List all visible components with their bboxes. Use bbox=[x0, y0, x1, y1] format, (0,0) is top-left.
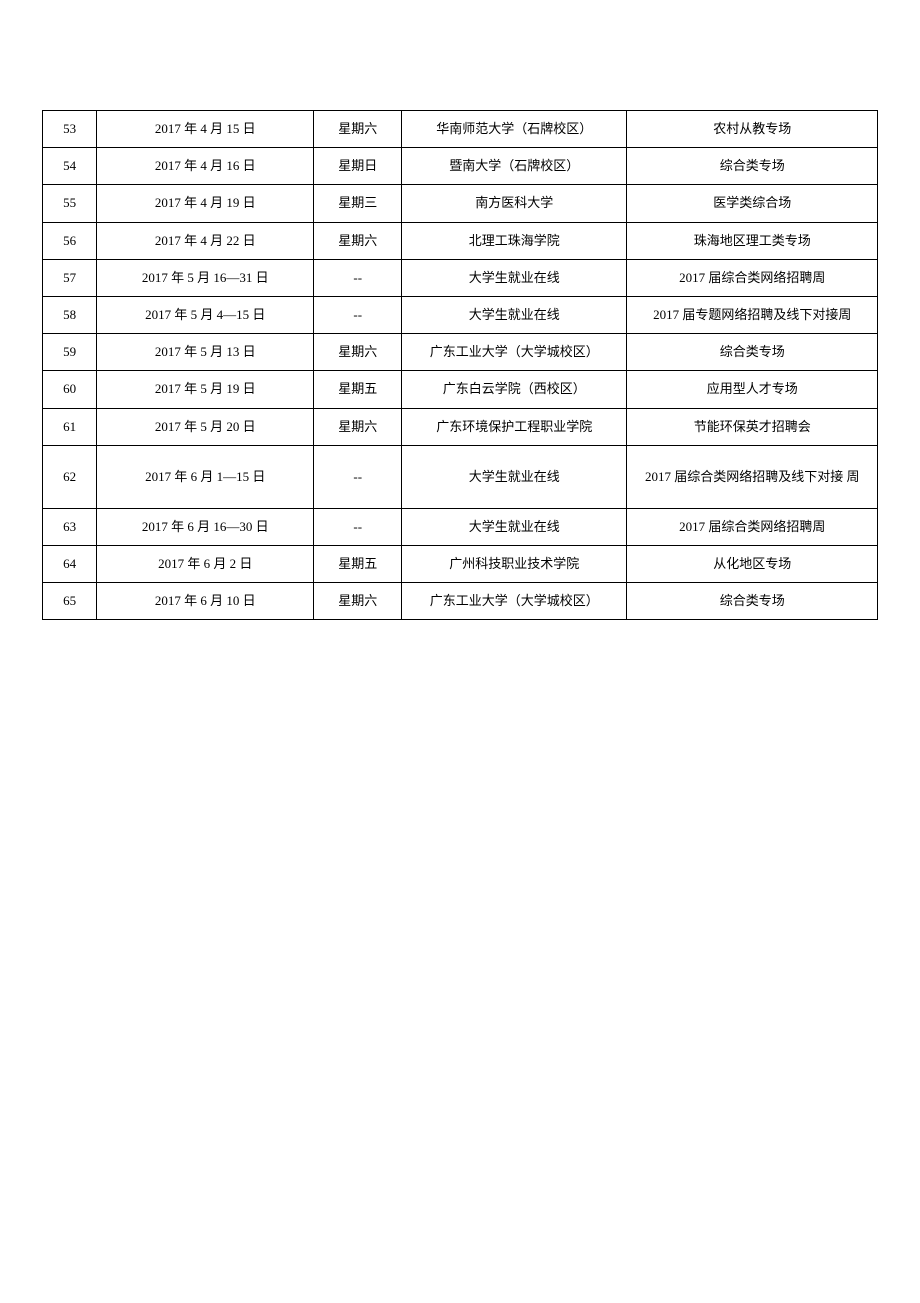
cell-date: 2017 年 5 月 20 日 bbox=[97, 408, 314, 445]
cell-location: 广东工业大学（大学城校区） bbox=[402, 334, 627, 371]
table-row: 542017 年 4 月 16 日星期日暨南大学（石牌校区）综合类专场 bbox=[43, 148, 878, 185]
cell-date: 2017 年 6 月 2 日 bbox=[97, 545, 314, 582]
cell-topic: 综合类专场 bbox=[627, 148, 878, 185]
cell-index: 62 bbox=[43, 445, 97, 508]
table-row: 572017 年 5 月 16—31 日--大学生就业在线2017 届综合类网络… bbox=[43, 259, 878, 296]
cell-day: 星期三 bbox=[314, 185, 402, 222]
cell-day: 星期六 bbox=[314, 111, 402, 148]
table-row: 592017 年 5 月 13 日星期六广东工业大学（大学城校区）综合类专场 bbox=[43, 334, 878, 371]
cell-location: 大学生就业在线 bbox=[402, 296, 627, 333]
table-row: 622017 年 6 月 1—15 日--大学生就业在线2017 届综合类网络招… bbox=[43, 445, 878, 508]
cell-date: 2017 年 4 月 19 日 bbox=[97, 185, 314, 222]
schedule-table: 532017 年 4 月 15 日星期六华南师范大学（石牌校区）农村从教专场54… bbox=[42, 110, 878, 620]
cell-topic: 综合类专场 bbox=[627, 334, 878, 371]
cell-location: 华南师范大学（石牌校区） bbox=[402, 111, 627, 148]
cell-location: 广东工业大学（大学城校区） bbox=[402, 583, 627, 620]
table-body: 532017 年 4 月 15 日星期六华南师范大学（石牌校区）农村从教专场54… bbox=[43, 111, 878, 620]
cell-index: 60 bbox=[43, 371, 97, 408]
cell-location: 暨南大学（石牌校区） bbox=[402, 148, 627, 185]
cell-topic: 农村从教专场 bbox=[627, 111, 878, 148]
cell-index: 53 bbox=[43, 111, 97, 148]
cell-date: 2017 年 5 月 4—15 日 bbox=[97, 296, 314, 333]
cell-location: 大学生就业在线 bbox=[402, 508, 627, 545]
cell-topic: 综合类专场 bbox=[627, 583, 878, 620]
cell-topic: 2017 届专题网络招聘及线下对接周 bbox=[627, 296, 878, 333]
cell-topic: 应用型人才专场 bbox=[627, 371, 878, 408]
cell-day: 星期六 bbox=[314, 583, 402, 620]
cell-day: -- bbox=[314, 445, 402, 508]
cell-location: 广东白云学院（西校区） bbox=[402, 371, 627, 408]
cell-date: 2017 年 4 月 16 日 bbox=[97, 148, 314, 185]
cell-location: 大学生就业在线 bbox=[402, 445, 627, 508]
cell-location: 北理工珠海学院 bbox=[402, 222, 627, 259]
cell-location: 广州科技职业技术学院 bbox=[402, 545, 627, 582]
cell-date: 2017 年 6 月 16—30 日 bbox=[97, 508, 314, 545]
cell-index: 61 bbox=[43, 408, 97, 445]
cell-date: 2017 年 5 月 16—31 日 bbox=[97, 259, 314, 296]
cell-index: 58 bbox=[43, 296, 97, 333]
cell-day: -- bbox=[314, 508, 402, 545]
cell-topic: 2017 届综合类网络招聘周 bbox=[627, 259, 878, 296]
cell-day: -- bbox=[314, 259, 402, 296]
cell-day: 星期六 bbox=[314, 334, 402, 371]
table-row: 632017 年 6 月 16—30 日--大学生就业在线2017 届综合类网络… bbox=[43, 508, 878, 545]
cell-day: 星期五 bbox=[314, 545, 402, 582]
table-row: 582017 年 5 月 4—15 日--大学生就业在线2017 届专题网络招聘… bbox=[43, 296, 878, 333]
cell-date: 2017 年 4 月 22 日 bbox=[97, 222, 314, 259]
cell-index: 63 bbox=[43, 508, 97, 545]
cell-location: 南方医科大学 bbox=[402, 185, 627, 222]
cell-index: 55 bbox=[43, 185, 97, 222]
cell-index: 65 bbox=[43, 583, 97, 620]
cell-index: 59 bbox=[43, 334, 97, 371]
cell-date: 2017 年 6 月 10 日 bbox=[97, 583, 314, 620]
table-row: 552017 年 4 月 19 日星期三南方医科大学医学类综合场 bbox=[43, 185, 878, 222]
cell-day: -- bbox=[314, 296, 402, 333]
cell-day: 星期日 bbox=[314, 148, 402, 185]
cell-index: 56 bbox=[43, 222, 97, 259]
cell-date: 2017 年 5 月 19 日 bbox=[97, 371, 314, 408]
table-row: 602017 年 5 月 19 日星期五广东白云学院（西校区）应用型人才专场 bbox=[43, 371, 878, 408]
cell-index: 57 bbox=[43, 259, 97, 296]
cell-topic: 医学类综合场 bbox=[627, 185, 878, 222]
cell-index: 64 bbox=[43, 545, 97, 582]
cell-topic: 从化地区专场 bbox=[627, 545, 878, 582]
table-row: 652017 年 6 月 10 日星期六广东工业大学（大学城校区）综合类专场 bbox=[43, 583, 878, 620]
cell-day: 星期六 bbox=[314, 222, 402, 259]
cell-topic: 珠海地区理工类专场 bbox=[627, 222, 878, 259]
table-row: 642017 年 6 月 2 日星期五广州科技职业技术学院从化地区专场 bbox=[43, 545, 878, 582]
cell-date: 2017 年 4 月 15 日 bbox=[97, 111, 314, 148]
page-container: 532017 年 4 月 15 日星期六华南师范大学（石牌校区）农村从教专场54… bbox=[0, 0, 920, 620]
cell-index: 54 bbox=[43, 148, 97, 185]
table-row: 532017 年 4 月 15 日星期六华南师范大学（石牌校区）农村从教专场 bbox=[43, 111, 878, 148]
cell-day: 星期六 bbox=[314, 408, 402, 445]
table-row: 612017 年 5 月 20 日星期六广东环境保护工程职业学院节能环保英才招聘… bbox=[43, 408, 878, 445]
cell-location: 大学生就业在线 bbox=[402, 259, 627, 296]
cell-location: 广东环境保护工程职业学院 bbox=[402, 408, 627, 445]
cell-date: 2017 年 6 月 1—15 日 bbox=[97, 445, 314, 508]
cell-topic: 2017 届综合类网络招聘周 bbox=[627, 508, 878, 545]
cell-topic: 2017 届综合类网络招聘及线下对接 周 bbox=[627, 445, 878, 508]
cell-day: 星期五 bbox=[314, 371, 402, 408]
table-row: 562017 年 4 月 22 日星期六北理工珠海学院珠海地区理工类专场 bbox=[43, 222, 878, 259]
cell-topic: 节能环保英才招聘会 bbox=[627, 408, 878, 445]
cell-date: 2017 年 5 月 13 日 bbox=[97, 334, 314, 371]
